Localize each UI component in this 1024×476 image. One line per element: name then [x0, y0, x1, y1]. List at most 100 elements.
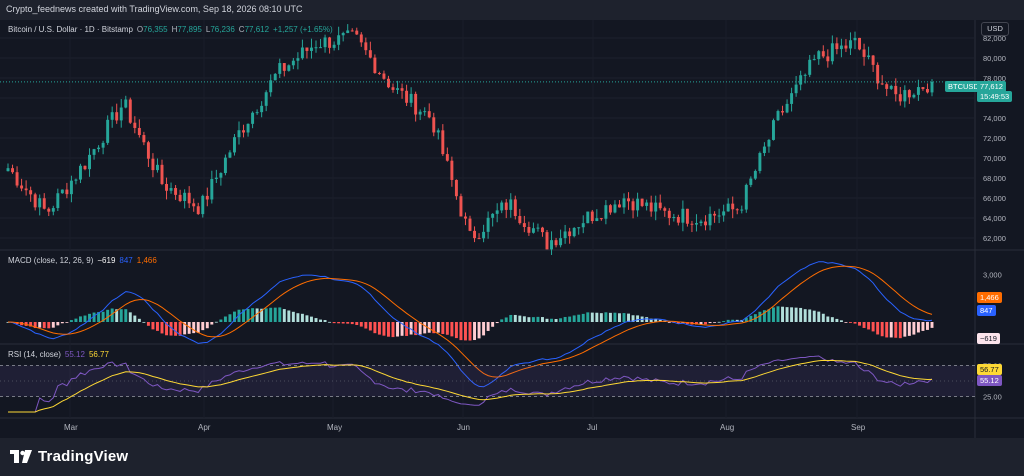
ohlc-close: C77,612 — [238, 25, 270, 34]
candle-body — [463, 216, 467, 219]
macd-histogram-bar — [726, 319, 730, 322]
macd-histogram-bar — [346, 322, 350, 324]
macd-histogram-bar — [78, 316, 82, 322]
price-axis-label: 74,000 — [983, 114, 1006, 123]
candle-body — [445, 154, 449, 161]
rsi-title[interactable]: RSI (14, close) — [8, 350, 61, 359]
candle-body — [477, 238, 481, 240]
candle-body — [432, 117, 436, 133]
chart-area[interactable]: 82,00080,00078,00076,00074,00072,00070,0… — [0, 20, 1024, 438]
candle-body — [572, 227, 576, 237]
macd-histogram-bar — [473, 322, 477, 341]
candle-body — [106, 119, 110, 143]
macd-histogram-bar — [627, 313, 631, 322]
candle-body — [663, 208, 667, 211]
candle-body — [214, 177, 218, 180]
candle-body — [776, 111, 780, 121]
macd-histogram-bar — [577, 314, 581, 322]
candle-body — [540, 227, 544, 233]
macd-histogram-bar — [649, 318, 653, 322]
candle-body — [640, 198, 644, 206]
macd-histogram-bar — [151, 322, 155, 330]
macd-histogram-bar — [676, 322, 680, 324]
macd-histogram-bar — [427, 322, 431, 333]
candle-body — [319, 47, 323, 49]
candle-body — [527, 226, 531, 233]
macd-histogram-bar — [889, 322, 893, 338]
macd-histogram-bar — [817, 311, 821, 322]
candle-body — [405, 90, 409, 103]
candle-body — [690, 223, 694, 225]
candle-body — [56, 193, 60, 209]
candle-body — [694, 223, 698, 225]
ohlc-change: +1,257 (+1.65%) — [273, 25, 333, 34]
candle-body — [812, 59, 816, 61]
candle-body — [903, 90, 907, 102]
macd-histogram-bar — [771, 307, 775, 322]
macd-histogram-bar — [767, 309, 771, 322]
macd-histogram-bar — [590, 312, 594, 322]
caption-bar: Crypto_feednews created with TradingView… — [0, 0, 1024, 20]
macd-histogram-bar — [654, 318, 658, 322]
candle-body — [296, 58, 300, 61]
candle-body — [658, 202, 662, 209]
macd-line — [7, 261, 933, 388]
time-axis-label: Sep — [851, 423, 866, 432]
macd-histogram-bar — [830, 317, 834, 322]
price-tag: 77,612 — [977, 81, 1006, 92]
candle-body — [418, 111, 422, 115]
candle-body — [350, 30, 354, 32]
candle-body — [858, 37, 862, 50]
currency-button[interactable]: USD — [981, 22, 1009, 36]
macd-histogram-bar — [799, 307, 803, 322]
macd-histogram-bar — [790, 307, 794, 322]
candle-body — [916, 87, 920, 95]
macd-histogram-bar — [264, 308, 268, 322]
macd-histogram-bar — [667, 322, 671, 323]
macd-histogram-bar — [812, 310, 816, 322]
candle-body — [414, 93, 418, 115]
macd-histogram-bar — [586, 312, 590, 322]
candle-body — [590, 211, 594, 222]
chart-canvas[interactable]: 82,00080,00078,00076,00074,00072,00070,0… — [0, 20, 1024, 438]
macd-hist-value: −619 — [97, 256, 116, 265]
candle-body — [427, 111, 431, 118]
macd-histogram-bar — [391, 322, 395, 338]
price-axis-label: 66,000 — [983, 194, 1006, 203]
macd-title[interactable]: MACD (close, 12, 26, 9) — [8, 256, 94, 265]
brand-logo[interactable]: TradingView — [10, 448, 128, 465]
macd-histogram-bar — [405, 322, 409, 336]
candle-body — [97, 147, 101, 150]
candle-body — [808, 59, 812, 75]
candle-body — [545, 232, 549, 250]
macd-histogram-bar — [522, 316, 526, 322]
macd-histogram-bar — [925, 322, 929, 330]
candle-body — [753, 170, 757, 179]
candle-body — [328, 37, 332, 48]
candle-body — [636, 198, 640, 211]
macd-histogram-bar — [808, 309, 812, 322]
macd-histogram-bar — [912, 322, 916, 335]
macd-histogram-bar — [631, 315, 635, 322]
symbol-title[interactable]: Bitcoin / U.S. Dollar · 1D · Bitstamp — [8, 25, 133, 34]
candle-body — [368, 50, 372, 58]
macd-histogram-bar — [821, 313, 825, 322]
candle-body — [617, 204, 621, 208]
tradingview-logo-icon — [10, 449, 32, 463]
macd-histogram-bar — [178, 322, 182, 336]
candle-body — [377, 73, 381, 75]
macd-histogram-bar — [341, 322, 345, 324]
macd-histogram-bar — [536, 316, 540, 322]
macd-histogram-bar — [106, 309, 110, 322]
candle-body — [577, 227, 581, 229]
macd-histogram-bar — [581, 313, 585, 322]
candle-body — [894, 85, 898, 95]
footer-bar: TradingView — [0, 438, 1024, 476]
macd-histogram-bar — [160, 322, 164, 334]
candle-body — [436, 130, 440, 133]
candle-body — [65, 189, 69, 195]
candle-body — [169, 188, 173, 191]
macd-histogram-bar — [232, 311, 236, 322]
macd-histogram-bar — [559, 318, 563, 322]
macd-histogram-bar — [287, 310, 291, 322]
